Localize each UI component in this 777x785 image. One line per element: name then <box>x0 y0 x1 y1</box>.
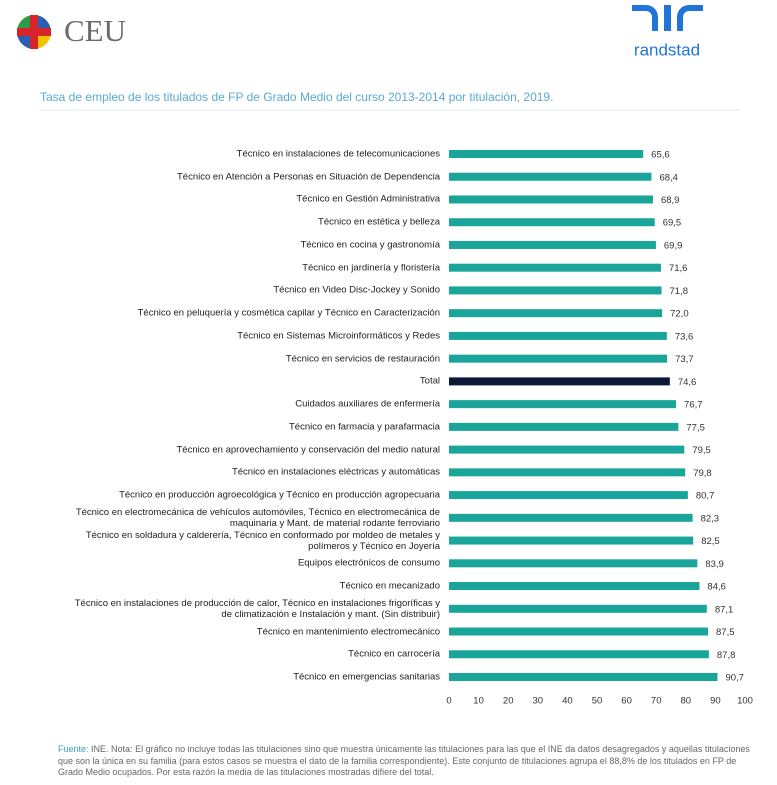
value-label: 76,7 <box>684 400 703 411</box>
category-label: Técnico en emergencias sanitarias <box>293 671 440 683</box>
randstad-logo-icon <box>632 5 703 31</box>
value-label: 80,7 <box>696 491 715 502</box>
value-label: 79,5 <box>692 445 711 456</box>
value-label: 87,5 <box>716 627 735 638</box>
value-label: 90,7 <box>725 673 744 684</box>
category-label: Técnico en Sistemas Microinformáticos y … <box>237 330 440 342</box>
category-label: Técnico en carrocería <box>348 648 440 660</box>
value-label: 73,6 <box>675 331 694 342</box>
bar <box>449 513 693 522</box>
value-label: 71,8 <box>670 286 689 297</box>
x-tick-label: 50 <box>592 696 603 707</box>
bar <box>449 172 652 181</box>
category-label: Técnico en estética y belleza <box>318 216 440 228</box>
category-label: Total <box>419 375 440 387</box>
value-label: 65,6 <box>651 150 670 161</box>
ceu-logo-text: CEU <box>64 13 126 48</box>
bar <box>449 286 662 295</box>
x-tick-label: 90 <box>710 696 721 707</box>
category-label: Técnico en cocina y gastronomía <box>300 239 440 251</box>
category-label: Técnico en farmacia y parafarmacia <box>288 421 440 433</box>
value-label: 68,4 <box>659 172 678 183</box>
value-label: 87,1 <box>715 604 734 615</box>
bar <box>449 536 694 545</box>
category-label: Técnico en servicios de restauración <box>285 353 440 365</box>
value-label: 84,6 <box>707 582 726 593</box>
category-label: Técnico en instalaciones de producción d… <box>74 597 440 620</box>
bar <box>449 604 707 613</box>
category-label: Técnico en Video Disc-Jockey y Sonido <box>273 284 440 296</box>
bar <box>449 150 644 158</box>
value-label: 79,8 <box>693 468 712 479</box>
x-tick-label: 30 <box>533 696 544 707</box>
value-label: 68,9 <box>661 195 680 206</box>
value-label: 87,8 <box>717 650 736 661</box>
bar <box>449 627 708 636</box>
bar <box>449 422 679 431</box>
randstad-logo-text: randstad <box>634 40 700 59</box>
bar <box>449 650 709 659</box>
bar <box>449 240 656 249</box>
category-label: Técnico en mantenimiento electromecánico <box>256 626 440 638</box>
x-tick-label: 60 <box>621 696 632 707</box>
bar <box>449 400 677 409</box>
value-label: 82,5 <box>701 536 720 547</box>
ceu-logo-icon <box>17 15 51 49</box>
value-label: 82,3 <box>701 513 720 524</box>
note: INE. Nota: El gráfico no incluye todas l… <box>58 744 750 777</box>
bar <box>449 377 670 386</box>
category-label: Técnico en producción agroecológica y Té… <box>119 489 440 501</box>
category-label: Técnico en aprovechamiento y conservació… <box>176 444 440 456</box>
value-label: 69,5 <box>663 218 682 229</box>
category-label: Técnico en Gestión Administrativa <box>296 193 440 205</box>
bar <box>449 331 667 340</box>
x-tick-label: 100 <box>737 696 753 707</box>
category-label: Técnico en peluquería y cosmética capila… <box>137 307 440 319</box>
source-label: Fuente: <box>58 744 89 754</box>
value-label: 72,0 <box>670 309 689 320</box>
category-label: Técnico en soldadura y calderería, Técni… <box>85 529 440 552</box>
bar <box>449 354 668 363</box>
bar <box>449 582 700 591</box>
value-label: 83,9 <box>705 559 724 570</box>
value-label: 69,9 <box>664 240 683 251</box>
category-label: Técnico en electromecánica de vehículos … <box>75 506 440 529</box>
category-label: Técnico en Atención a Personas en Situac… <box>176 171 440 183</box>
category-label: Cuidados auxiliares de enfermería <box>295 398 440 410</box>
chart-title: Tasa de empleo de los titulados de FP de… <box>40 90 553 104</box>
value-label: 77,5 <box>686 422 705 433</box>
bar <box>449 673 718 681</box>
bar <box>449 195 653 204</box>
category-label: Técnico en instalaciones eléctricas y au… <box>231 466 440 478</box>
bar <box>449 218 655 227</box>
footnote: Fuente: INE. Nota: El gráfico no incluye… <box>58 744 758 779</box>
category-label: Técnico en mecanizado <box>339 580 440 592</box>
bar <box>449 445 685 454</box>
bar <box>449 263 661 272</box>
x-tick-label: 10 <box>473 696 484 707</box>
value-label: 71,6 <box>669 263 688 274</box>
x-tick-label: 80 <box>681 696 692 707</box>
bar <box>449 559 698 568</box>
x-tick-label: 40 <box>562 696 573 707</box>
bar <box>449 491 688 500</box>
category-label: Equipos electrónicos de consumo <box>297 557 440 569</box>
value-label: 74,6 <box>678 377 697 388</box>
bar <box>449 309 663 318</box>
value-label: 73,7 <box>675 354 694 365</box>
bar <box>449 468 686 477</box>
x-tick-label: 70 <box>651 696 662 707</box>
category-label: Técnico en instalaciones de telecomunica… <box>236 148 440 160</box>
x-tick-label: 0 <box>446 696 451 707</box>
category-label: Técnico en jardinería y floristería <box>302 262 440 274</box>
x-tick-label: 20 <box>503 696 514 707</box>
